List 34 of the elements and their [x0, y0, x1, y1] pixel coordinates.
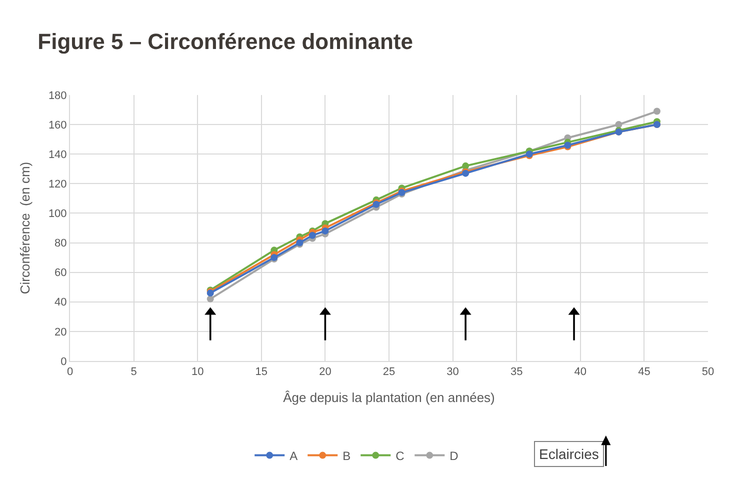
legend-label: C	[396, 448, 405, 463]
y-tick-label: 60	[54, 267, 67, 280]
x-tick-label: 25	[382, 366, 396, 378]
y-tick-label: 180	[48, 90, 67, 102]
legend-label: D	[450, 448, 459, 463]
y-tick-label: 140	[48, 148, 67, 161]
x-tick-label: 20	[319, 366, 332, 378]
point	[462, 162, 470, 170]
x-tick-label: 50	[702, 366, 714, 378]
y-tick-label: 80	[54, 238, 67, 250]
y-axis-title: Circonférence (en cm)	[17, 162, 32, 294]
legend-label: B	[342, 448, 351, 463]
y-tick-label: 100	[48, 208, 67, 220]
x-tick-label: 35	[510, 366, 523, 378]
legend-label: A	[290, 448, 298, 463]
x-tick-label: 15	[255, 366, 268, 378]
x-tick-label: 30	[446, 366, 459, 378]
x-tick-label: 40	[574, 366, 587, 378]
y-tick-label: 120	[48, 178, 67, 191]
text: Eclaircies	[539, 446, 599, 462]
point	[308, 232, 316, 239]
chart-title: Figure 5 – Circonférence dominante	[38, 29, 413, 54]
point	[653, 108, 660, 115]
x-tick-label: 10	[191, 366, 204, 378]
y-tick-label: 0	[60, 356, 67, 368]
x-axis-title: Âge depuis la plantation (en années)	[283, 390, 495, 405]
x-tick-label: 5	[130, 366, 137, 378]
point	[206, 295, 214, 302]
y-tick-label: 20	[54, 326, 67, 338]
point	[322, 227, 329, 234]
point	[615, 121, 622, 128]
x-tick-label: 45	[638, 366, 650, 378]
y-tick-label: 40	[54, 296, 67, 309]
y-tick-label: 160	[48, 119, 67, 132]
